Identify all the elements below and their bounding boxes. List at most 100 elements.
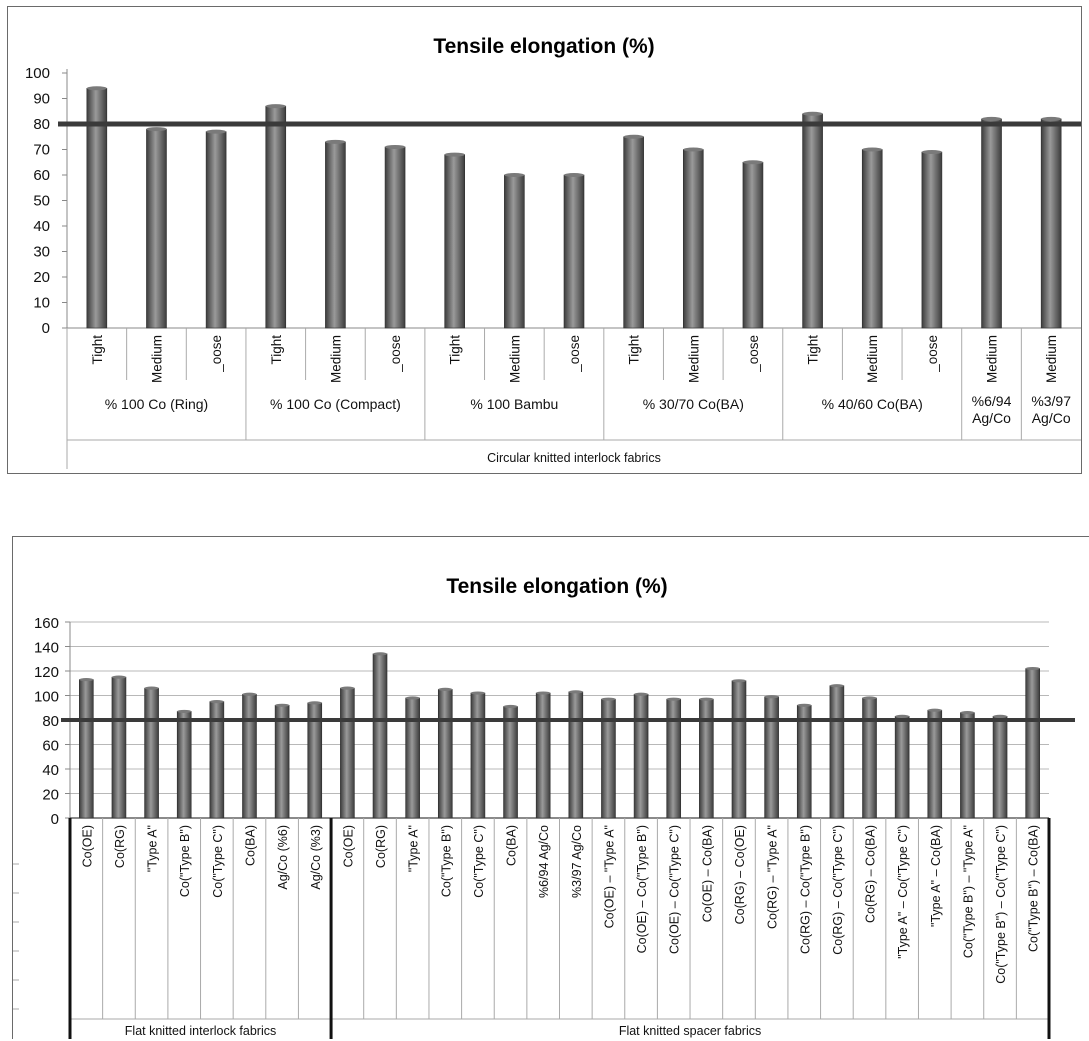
bar [177, 711, 191, 818]
bar [206, 132, 226, 328]
bar-top [667, 698, 681, 701]
super-group-label: Circular knitted interlock fabrics [487, 451, 661, 465]
category-label: Tight [806, 335, 821, 365]
bar-top [683, 148, 703, 152]
category-label: "Type A" [407, 825, 421, 872]
group-label: Ag/Co [1032, 410, 1071, 426]
category-label: Ag/Co (%3) [309, 825, 323, 890]
bar-top [803, 112, 823, 116]
y-tick-label: 120 [34, 664, 59, 681]
bar [471, 693, 485, 818]
category-label: Co("Type B") – Co(BA) [1027, 825, 1041, 952]
y-tick-label: 70 [33, 142, 50, 159]
bar [79, 680, 93, 818]
bar [504, 707, 518, 818]
category-label: Co(RG) – Co("Type B") [798, 825, 812, 954]
bar [830, 686, 844, 818]
bar [504, 175, 524, 328]
bar-top [536, 691, 550, 694]
y-tick-label: 0 [51, 811, 59, 828]
bar-top [206, 130, 226, 134]
category-label: Co(RG) [113, 825, 127, 868]
bar-top [385, 145, 405, 149]
bar-top [177, 710, 191, 713]
bar [732, 681, 746, 818]
bar [266, 106, 286, 328]
category-label: Medium [865, 335, 880, 383]
bar-top [634, 693, 648, 696]
category-label: Co("Type B") – Co("Type C") [994, 825, 1008, 984]
bar [145, 688, 159, 818]
bar-top [373, 652, 387, 655]
category-label: Co(OE) – Co("Type B") [635, 825, 649, 953]
bar-top [504, 705, 518, 708]
category-label: Tight [269, 335, 284, 365]
bar-top [325, 140, 345, 144]
category-label: Co("Type C") [211, 825, 225, 898]
bar [601, 699, 615, 818]
group-label: Ag/Co [972, 410, 1011, 426]
bar-top [797, 704, 811, 707]
bar [683, 150, 703, 329]
category-label: Medium [985, 335, 1000, 383]
bar-top [445, 153, 465, 157]
group-label: %6/94 [972, 393, 1012, 409]
category-label: Ag/Co (%6) [276, 825, 290, 890]
bar-top [624, 135, 644, 139]
bar-top [960, 711, 974, 714]
y-tick-label: 60 [33, 167, 50, 184]
bar-top [406, 696, 420, 699]
category-label: Co(RG) – Co("Type C") [831, 825, 845, 955]
group-label: Flat knitted spacer fabrics [619, 1024, 761, 1038]
bar [1041, 119, 1061, 328]
bar [325, 142, 345, 328]
y-tick-label: 160 [34, 615, 59, 632]
bar-top [863, 696, 877, 699]
bar-top [210, 700, 224, 703]
bar-top [569, 690, 583, 693]
y-tick-label: 10 [33, 295, 50, 312]
bar-top [830, 684, 844, 687]
bar [1026, 669, 1040, 818]
category-label: Co(OE) [80, 825, 94, 867]
chart-title: Tensile elongation (%) [433, 35, 654, 58]
y-tick-label: 0 [42, 320, 50, 337]
category-label: _oose [746, 335, 761, 373]
bar [863, 698, 877, 818]
category-label: Co("Type B") [178, 825, 192, 897]
y-tick-label: 50 [33, 193, 50, 210]
bar [564, 175, 584, 328]
y-tick-label: 100 [25, 65, 50, 82]
bar [803, 114, 823, 328]
bar-top [471, 691, 485, 694]
category-label: Medium [149, 335, 164, 383]
category-label: Medium [686, 335, 701, 383]
bar [536, 693, 550, 818]
bar-top [928, 709, 942, 712]
y-tick-label: 140 [34, 640, 59, 657]
category-label: Co(RG) [374, 825, 388, 868]
bar-top [862, 148, 882, 152]
bar-top [438, 688, 452, 691]
category-label: _oose [388, 335, 403, 373]
chart-panel-circular: Tensile elongation (%) 0 10 20 30 40 50 60 70 80… [7, 6, 1082, 474]
bar-top [340, 687, 354, 690]
bar [242, 694, 256, 818]
category-label: Co(RG) – "Type A" [766, 825, 780, 929]
category-label: Medium [507, 335, 522, 383]
bar [340, 688, 354, 818]
category-label: Co(OE) – Co("Type C") [668, 825, 682, 954]
chart-panel-flat: Tensile elongation (%) 0 20 40 60 80 100 120 14… [12, 536, 1089, 1039]
bar-top [79, 678, 93, 681]
bar-top [743, 160, 763, 164]
chart-title: Tensile elongation (%) [446, 575, 667, 598]
y-tick-label: 20 [33, 269, 50, 286]
bar [765, 697, 779, 818]
category-label: Co(OE) – "Type A" [602, 825, 616, 928]
bar-top [699, 698, 713, 701]
bar [569, 692, 583, 818]
bar [406, 698, 420, 818]
category-label: %3/97 Ag/Co [570, 825, 584, 898]
bar [385, 147, 405, 328]
bar [862, 150, 882, 329]
